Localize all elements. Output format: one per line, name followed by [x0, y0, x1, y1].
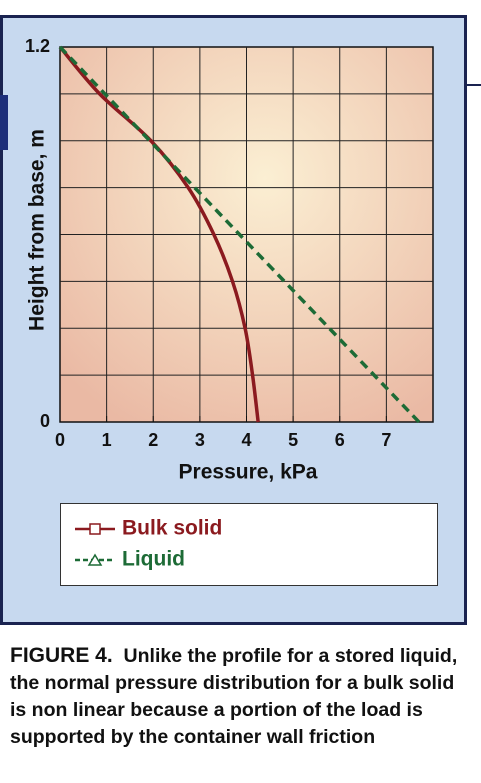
x-tick-label: 6	[335, 430, 345, 450]
x-tick-label: 1	[102, 430, 112, 450]
series-line	[58, 45, 421, 424]
caption-label: FIGURE 4.	[10, 644, 113, 667]
x-axis-label: Pressure, kPa	[179, 461, 318, 484]
decor-tab	[0, 95, 8, 150]
x-tick-label: 3	[195, 430, 205, 450]
legend-marker	[87, 553, 103, 566]
x-tick-label: 4	[241, 430, 251, 450]
y-axis-label: Height from base, m	[26, 129, 49, 331]
caption-text: Unlike the profile for a stored liquid, …	[10, 645, 458, 748]
x-tick-label: 2	[148, 430, 158, 450]
x-tick-label: 7	[381, 430, 391, 450]
legend-label: Liquid	[122, 548, 185, 571]
x-tick-label: 5	[288, 430, 298, 450]
caption: FIGURE 4. Unlike the profile for a store…	[10, 642, 470, 751]
legend-marker	[89, 523, 101, 535]
chart: 0 1 2 3 4 5 6 7 0 1.2 Pressure, kPa Height from b…	[0, 15, 481, 625]
y-tick-label: 1.2	[25, 36, 50, 56]
x-tick-label: 0	[55, 430, 65, 450]
legend	[60, 503, 438, 586]
legend-label: Bulk solid	[122, 517, 222, 540]
series-line	[58, 45, 260, 423]
y-tick-label: 0	[40, 411, 50, 431]
